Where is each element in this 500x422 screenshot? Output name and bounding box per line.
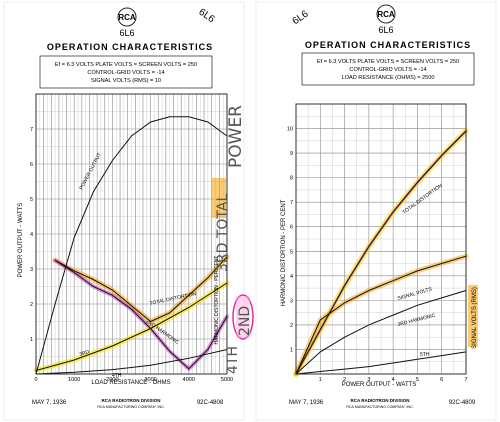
- footer-date: MAY 7, 1936: [289, 400, 324, 406]
- x-tick-label: 4: [392, 377, 395, 383]
- y-tick-label: 1: [30, 337, 33, 343]
- plot-frame: [35, 93, 228, 375]
- x-tick-label: 1000: [68, 377, 80, 383]
- x-tick-label: 3000: [144, 377, 156, 383]
- y-tick-label: 2: [290, 323, 293, 329]
- curve-signal-volts: [295, 255, 467, 375]
- y-tick-label: 5: [290, 249, 293, 255]
- x-tick-label: 1: [319, 377, 322, 383]
- label-5th: 5TH: [420, 352, 430, 358]
- handwritten-4th: 4TH: [225, 346, 241, 374]
- y-axis-label: POWER OUTPUT - WATTS: [18, 203, 24, 278]
- curve-total-distortion: [54, 256, 228, 323]
- x-tick-label: 4000: [183, 377, 195, 383]
- curve-3rd-harmonic: [35, 282, 228, 371]
- y-tick-label: 9: [290, 151, 293, 157]
- curve-2nd-harmonic: [54, 259, 228, 370]
- x-tick-label: 2000: [106, 377, 118, 383]
- condition-line-3: SIGNAL VOLTS (RMS) = 10: [91, 78, 161, 84]
- x-axis-label: LOAD RESISTANCE - OHMS: [91, 380, 170, 386]
- y-tick-label: 2: [30, 302, 33, 308]
- x-tick-label: 7: [464, 377, 467, 383]
- footer-division: RCA RADIOTRON DIVISION: [350, 398, 409, 403]
- plot-frame: [295, 103, 467, 375]
- y-axis-label: HARMONIC DISTORTION - PER CENT: [281, 199, 287, 306]
- rca-logo: RCA: [376, 4, 396, 24]
- footer-code: 92C-4809: [449, 400, 476, 406]
- chart-title: OPERATION CHARACTERISTICS: [305, 40, 471, 50]
- x-tick-label: 2: [343, 377, 346, 383]
- handwritten-power: POWER: [226, 105, 246, 168]
- curve-power-output: [35, 116, 228, 375]
- label-3rd: 3RD: [79, 349, 91, 358]
- x-tick-label: 5: [416, 377, 419, 383]
- condition-line-1: Ef = 6.3 VOLTS PLATE VOLTS = SCREEN VOLT…: [55, 62, 197, 68]
- footer-division: RCA RADIOTRON DIVISION: [101, 398, 160, 403]
- y-tick-label: 7: [290, 200, 293, 206]
- footer-date: MAY 7, 1936: [32, 400, 67, 406]
- x-axis-label: POWER OUTPUT - WATTS: [342, 382, 417, 388]
- y-tick-label: 1: [290, 347, 293, 353]
- rca-logo: RCA: [117, 7, 137, 27]
- left-plot-curves: [35, 116, 228, 375]
- y-tick-label: 5: [30, 197, 33, 203]
- curve-3rd-harmonic: [295, 290, 467, 375]
- handwritten-3rd-total: 3RD TOTAL: [215, 194, 231, 272]
- y-tick-label: 4: [30, 232, 33, 238]
- y-tick-label: 3: [30, 267, 33, 273]
- rca-logo-text: RCA: [118, 13, 136, 22]
- y-tick-label: 3: [290, 298, 293, 304]
- left-plot-axes: 0 1000 2000 3000 4000 5000 1 2 3 4 5 6 7: [30, 93, 233, 383]
- right-axis-label: SIGNAL VOLTS (RMS): [472, 287, 478, 349]
- rca-logo-text: RCA: [377, 10, 395, 19]
- y-tick-label: 4: [290, 274, 293, 280]
- condition-line-2: CONTROL-GRID VOLTS = -14: [349, 67, 426, 73]
- x-tick-label: 3: [367, 377, 370, 383]
- y-tick-label: 8: [290, 176, 293, 182]
- y-tick-label: 7: [30, 127, 33, 133]
- y-tick-label: 10: [287, 127, 293, 133]
- y-tick-label: 6: [30, 162, 33, 168]
- condition-line-1: Ef = 6.3 VOLTS PLATE VOLTS = SCREEN VOLT…: [317, 59, 459, 65]
- curve-5th-harmonic: [295, 351, 467, 375]
- right-sheet: RCA 6L6 6L6 OPERATION CHARACTERISTICS Ef…: [255, 1, 497, 421]
- x-tick-label: 0: [34, 377, 37, 383]
- tube-type: 6L6: [378, 25, 393, 35]
- condition-line-2: CONTROL-GRID VOLTS = -14: [87, 70, 164, 76]
- footer-company: RCA MANUFACTURING COMPANY, INC.: [97, 405, 164, 409]
- right-plot-curves: [295, 130, 467, 375]
- curve-4th-harmonic: [35, 349, 228, 375]
- x-tick-label: 6: [440, 377, 443, 383]
- left-sheet: RCA 6L6 6L6 OPERATION CHARACTERISTICS Ef…: [3, 1, 254, 421]
- footer-company: RCA MANUFACTURING COMPANY, INC.: [346, 405, 413, 409]
- right-axis-label: HARMONIC DISTORTION - PER CENT: [214, 256, 220, 345]
- chart-title: OPERATION CHARACTERISTICS: [47, 42, 213, 52]
- label-4th: 4TH: [112, 373, 122, 379]
- curve-total-distortion: [295, 130, 467, 375]
- condition-line-3: LOAD RESISTANCE (OHMS) = 2500: [342, 75, 435, 81]
- footer-code: 92C-4808: [197, 400, 224, 406]
- tube-type: 6L6: [119, 28, 134, 38]
- y-tick-label: 6: [290, 225, 293, 231]
- right-plot-axes: 1 2 3 4 5 6 7 1 2 3 4 5 6 7 8 9 10: [287, 103, 468, 383]
- x-tick-label: 5000: [221, 377, 233, 383]
- handwritten-2nd: 2ND: [237, 306, 253, 336]
